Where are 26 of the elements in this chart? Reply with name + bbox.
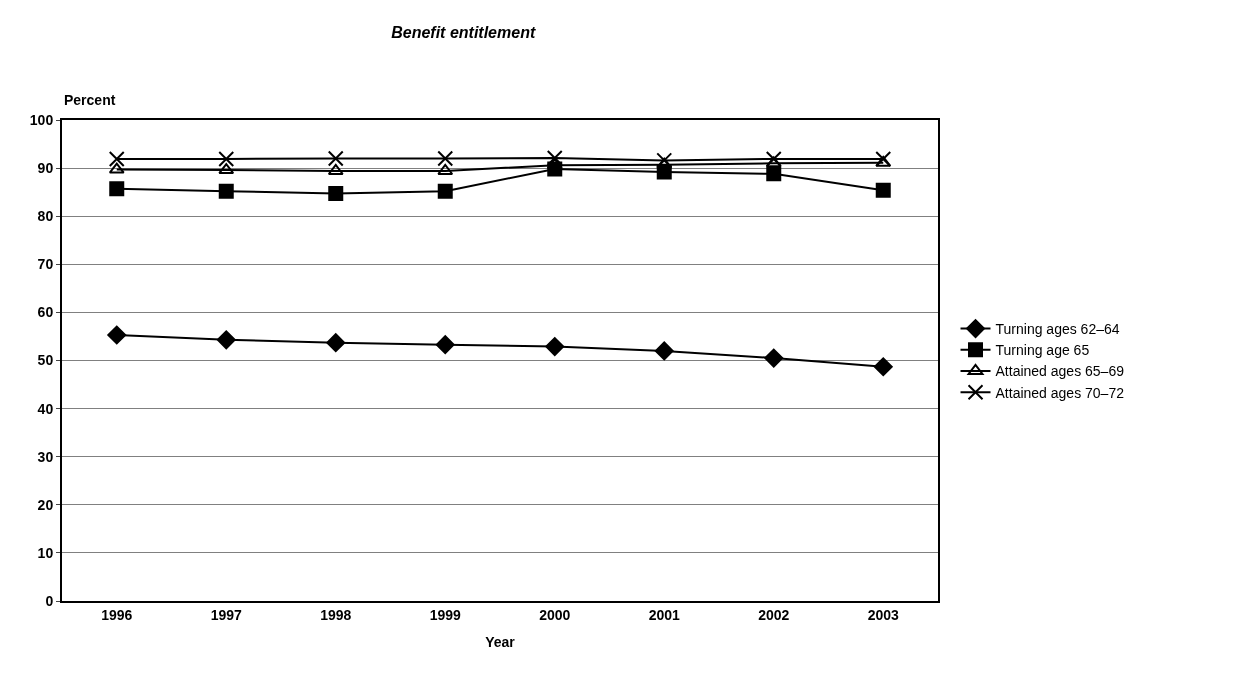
legend-label: Turning ages 62–64 xyxy=(995,321,1120,338)
y-tick-label: 20 xyxy=(37,496,54,513)
legend-label: Attained ages 65–69 xyxy=(995,363,1125,380)
y-tick-label: 50 xyxy=(37,352,54,369)
x-tick-label: 1999 xyxy=(429,606,462,623)
y-tick-label: 30 xyxy=(37,448,54,465)
y-tick-label: 70 xyxy=(37,256,54,273)
x-tick-label: 1996 xyxy=(101,606,133,623)
chart-title: Benefit entitlement xyxy=(391,24,536,42)
x-tick-label: 2001 xyxy=(648,606,681,623)
y-tick-label: 10 xyxy=(37,544,54,561)
y-tick-label: 60 xyxy=(37,304,54,321)
x-tick-label: 2000 xyxy=(539,606,571,623)
x-tick-label: 1997 xyxy=(210,606,243,623)
x-tick-label: 2002 xyxy=(758,606,790,623)
y-tick-label: 40 xyxy=(37,400,54,417)
x-axis-title: Year xyxy=(485,633,516,650)
y-tick-label: 100 xyxy=(29,111,54,128)
x-tick-label: 1998 xyxy=(320,606,352,623)
y-tick-label: 0 xyxy=(45,592,54,609)
legend-label: Attained ages 70–72 xyxy=(995,384,1125,401)
x-tick-label: 2003 xyxy=(867,606,900,623)
y-tick-label: 80 xyxy=(37,208,54,225)
y-axis-title: Percent xyxy=(64,92,116,108)
legend-label: Turning age 65 xyxy=(995,342,1090,359)
y-tick-label: 90 xyxy=(37,160,54,176)
